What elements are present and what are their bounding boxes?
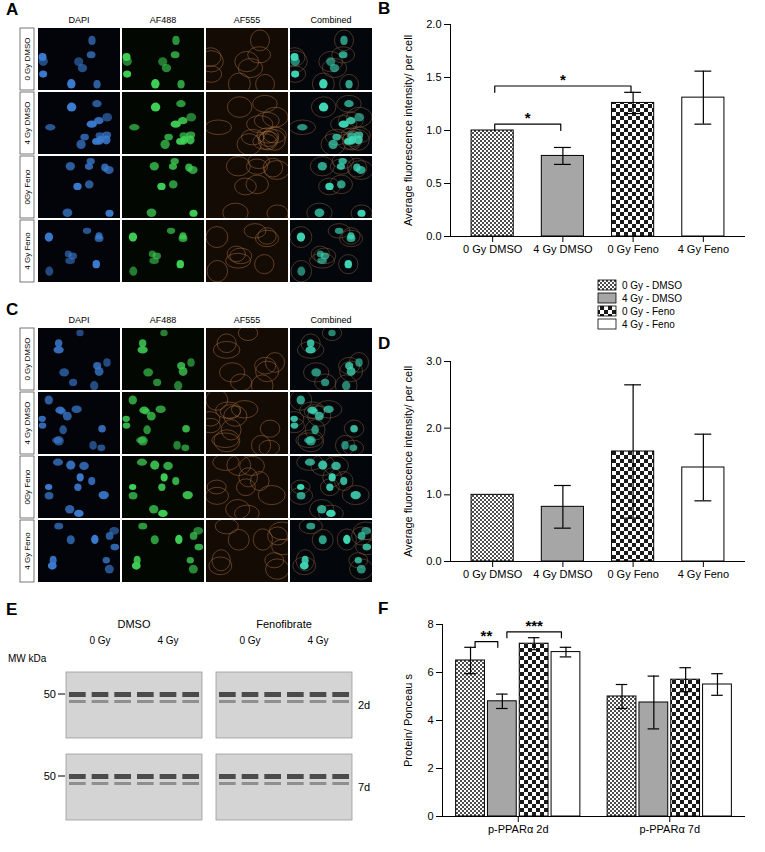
svg-text:4 Gy DMSO: 4 Gy DMSO [23, 401, 32, 444]
svg-text:0 Gy - Feno: 0 Gy - Feno [622, 306, 675, 317]
svg-text:*: * [525, 109, 531, 126]
svg-text:AF555: AF555 [234, 15, 261, 25]
svg-text:50: 50 [44, 770, 56, 782]
svg-text:0 Gy: 0 Gy [239, 635, 260, 646]
svg-text:0 Gy DMSO: 0 Gy DMSO [463, 568, 523, 580]
svg-text:p-PPARα 2d: p-PPARα 2d [488, 823, 549, 835]
html-text:B: B [378, 0, 391, 18]
svg-text:DAPI: DAPI [68, 15, 89, 25]
svg-text:0Gy Feno: 0Gy Feno [23, 169, 32, 205]
svg-text:0: 0 [427, 810, 433, 822]
svg-text:4 Gy Feno: 4 Gy Feno [678, 243, 729, 255]
svg-text:Average fluorescence intensity: Average fluorescence intensity/ per cell [402, 35, 414, 226]
svg-text:Protein/ Ponceau s: Protein/ Ponceau s [402, 674, 414, 767]
svg-text:8: 8 [427, 618, 433, 630]
html-text:D: D [378, 334, 391, 353]
svg-text:4 Gy DMSO: 4 Gy DMSO [533, 243, 593, 255]
svg-text:0 Gy: 0 Gy [89, 635, 110, 646]
svg-text:7d: 7d [358, 781, 370, 793]
svg-text:0 Gy - DMSO: 0 Gy - DMSO [622, 280, 682, 291]
svg-text:DMSO: DMSO [118, 618, 151, 630]
svg-text:4 Gy Feno: 4 Gy Feno [23, 532, 32, 570]
svg-text:1.0: 1.0 [426, 124, 441, 136]
svg-text:4 Gy - Feno: 4 Gy - Feno [622, 319, 675, 330]
svg-text:Combined: Combined [310, 315, 351, 325]
svg-text:3.0: 3.0 [426, 355, 441, 367]
svg-text:***: *** [525, 617, 543, 634]
svg-text:0 Gy DMSO: 0 Gy DMSO [463, 243, 523, 255]
svg-text:Combined: Combined [310, 15, 351, 25]
svg-text:0.0: 0.0 [426, 230, 441, 242]
svg-text:0 Gy Feno: 0 Gy Feno [607, 243, 658, 255]
svg-text:0 Gy DMSO: 0 Gy DMSO [23, 337, 32, 380]
svg-text:AF488: AF488 [150, 15, 177, 25]
svg-text:0 Gy DMSO: 0 Gy DMSO [23, 37, 32, 80]
svg-text:4 Gy: 4 Gy [307, 635, 328, 646]
svg-text:4 Gy Feno: 4 Gy Feno [678, 568, 729, 580]
svg-text:2.0: 2.0 [426, 18, 441, 30]
svg-text:4 Gy: 4 Gy [157, 635, 178, 646]
svg-text:DAPI: DAPI [68, 315, 89, 325]
svg-text:E: E [6, 600, 17, 619]
svg-text:*: * [560, 71, 566, 88]
svg-text:2: 2 [427, 762, 433, 774]
svg-text:0.0: 0.0 [426, 555, 441, 567]
svg-text:2.0: 2.0 [426, 422, 441, 434]
html-text:F: F [378, 599, 389, 618]
svg-text:A: A [6, 0, 18, 19]
svg-text:4 Gy Feno: 4 Gy Feno [23, 232, 32, 270]
svg-text:Fenofibrate: Fenofibrate [256, 618, 312, 630]
svg-text:6: 6 [427, 666, 433, 678]
svg-text:0.5: 0.5 [426, 177, 441, 189]
svg-text:AF488: AF488 [150, 315, 177, 325]
svg-text:2d: 2d [358, 699, 370, 711]
svg-text:**: ** [481, 627, 493, 644]
svg-text:4 Gy DMSO: 4 Gy DMSO [23, 101, 32, 144]
svg-text:1.0: 1.0 [426, 488, 441, 500]
svg-text:4: 4 [427, 714, 433, 726]
svg-text:MW kDa: MW kDa [8, 653, 47, 664]
svg-text:50: 50 [44, 688, 56, 700]
svg-text:4 Gy DMSO: 4 Gy DMSO [533, 568, 593, 580]
svg-text:0Gy Feno: 0Gy Feno [23, 469, 32, 505]
svg-text:Average fluorescence intensity: Average fluorescence intensity/ per cell [402, 366, 414, 557]
svg-text:C: C [6, 300, 18, 319]
svg-text:1.5: 1.5 [426, 71, 441, 83]
svg-text:0 Gy Feno: 0 Gy Feno [607, 568, 658, 580]
svg-text:AF555: AF555 [234, 315, 261, 325]
svg-text:4 Gy - DMSO: 4 Gy - DMSO [622, 293, 682, 304]
svg-text:p-PPARα 7d: p-PPARα 7d [639, 823, 700, 835]
